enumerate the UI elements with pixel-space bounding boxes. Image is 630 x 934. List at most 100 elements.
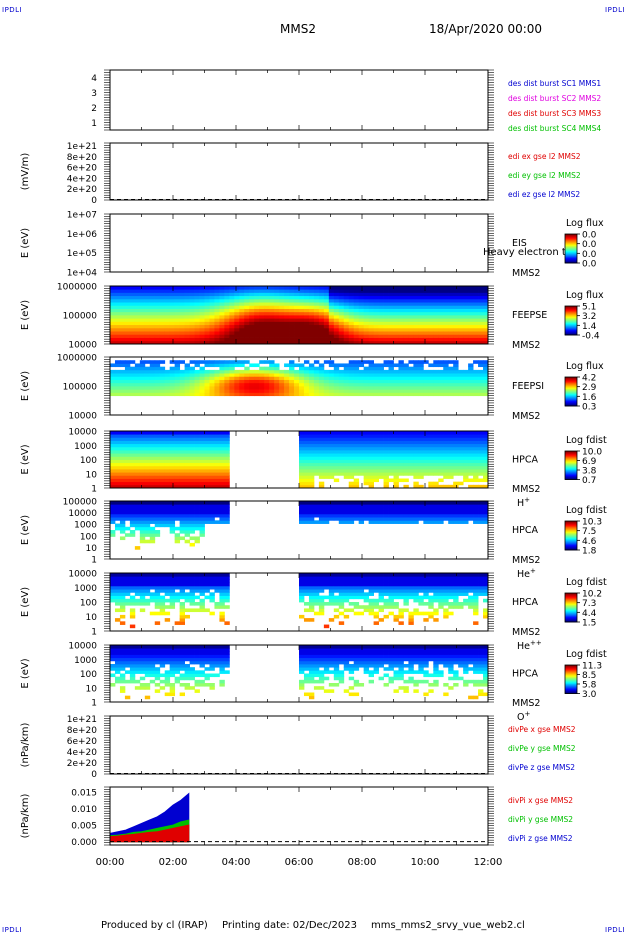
hpca-h-cell [343, 440, 350, 445]
feepse-cell [194, 315, 200, 319]
hpca-h-cell [383, 450, 389, 454]
hpca-he2-cell [119, 595, 126, 600]
hpca-h-cell [124, 484, 131, 489]
hpca-he-cell [149, 510, 156, 515]
feepse-cell [264, 289, 270, 293]
feepse-cell [110, 321, 116, 326]
hpca-h-cell [179, 453, 185, 457]
feepse-cell [110, 302, 116, 306]
feepse-cell [179, 295, 185, 300]
feepse-cell [443, 298, 449, 303]
hpca-he-cell [358, 504, 365, 508]
feepse-cell [110, 324, 116, 329]
hpca-h-cell [129, 446, 136, 451]
feepsi-cell [194, 392, 200, 397]
feepse-cell [348, 308, 355, 313]
hpca-h-cell [189, 443, 195, 448]
hpca-he2-cell [139, 595, 146, 600]
feepse-cell [224, 331, 230, 335]
feepsi-cell [333, 363, 340, 368]
hpca-he-cell [189, 510, 195, 515]
hpca-he-cell [134, 510, 141, 515]
feepsi-cell [234, 360, 240, 364]
hpca-he-cell [144, 504, 151, 508]
feepse-cell [284, 298, 290, 303]
feepse-cell [229, 295, 235, 300]
feepse-cell [403, 295, 409, 300]
feepse-cell [458, 321, 464, 326]
feepse-cell [239, 315, 245, 319]
feepse-cell [299, 334, 305, 338]
feepsi-cell [114, 382, 121, 387]
hpca-h-cell [144, 465, 151, 470]
feepsi-cell [129, 376, 136, 380]
feepse-cell [154, 324, 161, 329]
hpca-h-cell [353, 469, 360, 473]
hpca-he2-cell [303, 582, 310, 587]
hpca-h-cell [368, 475, 374, 479]
feepsi-cell [368, 379, 374, 384]
hpca-he-cell [124, 533, 131, 537]
hpca-he2-cell [149, 576, 156, 580]
feepse-cell [119, 334, 126, 338]
hpca-he2-cell [368, 585, 374, 590]
feepse-cell [388, 295, 394, 300]
feepsi-cell [328, 389, 335, 393]
hpca-h-cell [169, 469, 176, 473]
hpca-he-cell [179, 517, 185, 521]
hpca-h-cell [438, 456, 444, 460]
feepse-cell [249, 327, 255, 332]
feepse-cell [124, 305, 131, 309]
hpca-h-cell [323, 440, 330, 445]
hpca-he2-cell [338, 585, 345, 590]
eis-ytick-label: 1e+04 [67, 269, 98, 279]
feepse-cell [124, 321, 131, 326]
feepse-cell [363, 324, 370, 329]
hpca-h-cell [363, 443, 370, 448]
hpca-h-cell [219, 453, 225, 457]
feepse-cell [473, 295, 479, 300]
hpca-h-cell [199, 481, 205, 486]
hpca-he-cell [179, 520, 185, 524]
feepsi-cell [423, 376, 429, 380]
hpca-he-ytick-label: 1000 [74, 521, 97, 531]
feepsi-cell [468, 392, 474, 397]
hpca-he-cell [154, 523, 161, 528]
feepse-cell [284, 308, 290, 313]
hpca-he-cell [368, 510, 374, 515]
feepse-cell [313, 337, 320, 342]
feepse-cell [358, 340, 365, 345]
feepse-cell [388, 337, 394, 342]
hpca-h-cell [209, 443, 215, 448]
hpca-h-cell [413, 465, 419, 470]
hpca-he-colorbar-cell [565, 525, 577, 528]
feepse-cell [264, 340, 270, 345]
hpca-h-cell [338, 431, 345, 435]
feepsi-cell [378, 389, 384, 393]
hpca-he2-cell [413, 608, 419, 613]
feepse-cell [348, 331, 355, 335]
hpca-h-cell [224, 469, 230, 473]
hpca-h-cell [348, 440, 355, 445]
hpca-he-cell [428, 510, 434, 515]
feepse-cell [313, 292, 320, 297]
hpca-he-cell [458, 504, 464, 508]
hpca-h-cell [418, 469, 424, 473]
feepse-cell [418, 305, 424, 309]
feepsi-cell [284, 392, 290, 397]
feepse-cell [194, 305, 200, 309]
feepse-cell [244, 295, 250, 300]
hpca-he-cell [473, 510, 479, 515]
hpca-he-cell [318, 520, 325, 524]
feepse-cell [269, 321, 275, 326]
hpca-h-cell [478, 484, 484, 489]
feepse-cell [194, 327, 200, 332]
feepse-cell [303, 302, 310, 306]
hpca-h-cell [149, 462, 156, 467]
feepse-cell [254, 315, 260, 319]
feepse-cell [343, 286, 350, 290]
feepsi-cell [224, 373, 230, 377]
hpca-h-cell [124, 465, 131, 470]
feepse-cell [164, 286, 171, 290]
hpca-he2-cell [333, 598, 340, 603]
